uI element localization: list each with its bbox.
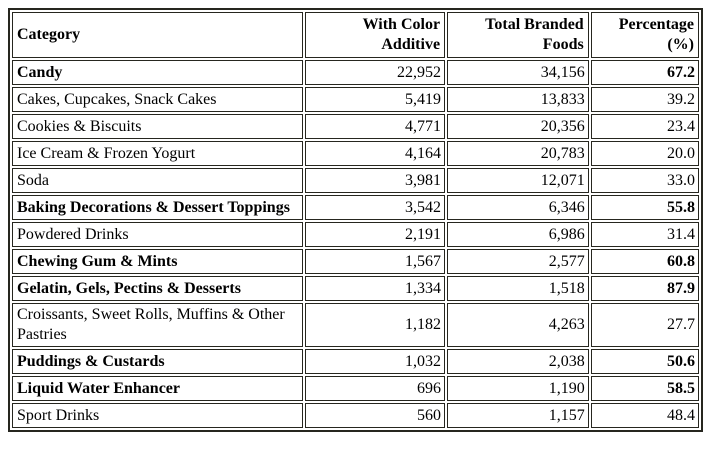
with-color-additive-cell: 560 (305, 403, 446, 428)
percentage-cell: 50.6 (590, 349, 699, 374)
table-body: Candy 22,952 34,156 67.2 Cakes, Cupcakes, Sn… (12, 60, 699, 428)
with-color-additive-cell: 3,542 (305, 195, 446, 220)
total-branded-foods-cell: 6,346 (447, 195, 589, 220)
category-cell: Liquid Water Enhancer (12, 376, 304, 401)
percentage-cell: 31.4 (590, 222, 699, 247)
percentage-cell: 55.8 (590, 195, 699, 220)
percentage-cell: 60.8 (590, 249, 699, 274)
category-cell: Sport Drinks (12, 403, 304, 428)
total-branded-foods-cell: 1,518 (447, 276, 589, 301)
header-category: Category (12, 12, 304, 58)
percentage-cell: 33.0 (590, 168, 699, 193)
color-additive-table: Category With Color Additive Total Brand… (8, 8, 703, 432)
category-cell: Cakes, Cupcakes, Snack Cakes (12, 87, 304, 112)
category-cell: Cookies & Biscuits (12, 114, 304, 139)
total-branded-foods-cell: 4,263 (447, 303, 589, 347)
percentage-cell: 20.0 (590, 141, 699, 166)
category-cell: Soda (12, 168, 304, 193)
table-row: Puddings & Custards 1,032 2,038 50.6 (12, 349, 699, 374)
table-row: Ice Cream & Frozen Yogurt 4,164 20,783 20.0 (12, 141, 699, 166)
total-branded-foods-cell: 12,071 (447, 168, 589, 193)
with-color-additive-cell: 1,182 (305, 303, 446, 347)
total-branded-foods-cell: 34,156 (447, 60, 589, 85)
with-color-additive-cell: 1,567 (305, 249, 446, 274)
total-branded-foods-cell: 1,157 (447, 403, 589, 428)
percentage-cell: 48.4 (590, 403, 699, 428)
category-cell: Gelatin, Gels, Pectins & Desserts (12, 276, 304, 301)
total-branded-foods-cell: 20,783 (447, 141, 589, 166)
header-row: Category With Color Additive Total Brand… (12, 12, 699, 58)
table-row: Cakes, Cupcakes, Snack Cakes 5,419 13,833 3… (12, 87, 699, 112)
table-header: Category With Color Additive Total Brand… (12, 12, 699, 58)
category-cell: Powdered Drinks (12, 222, 304, 247)
table-row: Chewing Gum & Mints 1,567 2,577 60.8 (12, 249, 699, 274)
total-branded-foods-cell: 20,356 (447, 114, 589, 139)
category-cell: Croissants, Sweet Rolls, Muffins & Other… (12, 303, 304, 347)
header-total-branded-foods: Total Branded Foods (447, 12, 589, 58)
with-color-additive-cell: 696 (305, 376, 446, 401)
with-color-additive-cell: 22,952 (305, 60, 446, 85)
total-branded-foods-cell: 2,038 (447, 349, 589, 374)
percentage-cell: 87.9 (590, 276, 699, 301)
with-color-additive-cell: 4,164 (305, 141, 446, 166)
percentage-cell: 39.2 (590, 87, 699, 112)
total-branded-foods-cell: 1,190 (447, 376, 589, 401)
percentage-cell: 27.7 (590, 303, 699, 347)
category-cell: Chewing Gum & Mints (12, 249, 304, 274)
total-branded-foods-cell: 6,986 (447, 222, 589, 247)
with-color-additive-cell: 1,032 (305, 349, 446, 374)
category-cell: Candy (12, 60, 304, 85)
table-row: Powdered Drinks 2,191 6,986 31.4 (12, 222, 699, 247)
table-row: Cookies & Biscuits 4,771 20,356 23.4 (12, 114, 699, 139)
category-cell: Puddings & Custards (12, 349, 304, 374)
table-row: Soda 3,981 12,071 33.0 (12, 168, 699, 193)
percentage-cell: 23.4 (590, 114, 699, 139)
with-color-additive-cell: 3,981 (305, 168, 446, 193)
table-row: Candy 22,952 34,156 67.2 (12, 60, 699, 85)
table-row: Baking Decorations & Dessert Toppings 3,5… (12, 195, 699, 220)
with-color-additive-cell: 5,419 (305, 87, 446, 112)
category-cell: Ice Cream & Frozen Yogurt (12, 141, 304, 166)
total-branded-foods-cell: 2,577 (447, 249, 589, 274)
table-row: Sport Drinks 560 1,157 48.4 (12, 403, 699, 428)
percentage-cell: 67.2 (590, 60, 699, 85)
table-row: Liquid Water Enhancer 696 1,190 58.5 (12, 376, 699, 401)
table-row: Gelatin, Gels, Pectins & Desserts 1,334 1,… (12, 276, 699, 301)
with-color-additive-cell: 2,191 (305, 222, 446, 247)
table-row: Croissants, Sweet Rolls, Muffins & Other… (12, 303, 699, 347)
with-color-additive-cell: 4,771 (305, 114, 446, 139)
header-with-color-additive: With Color Additive (305, 12, 446, 58)
category-cell: Baking Decorations & Dessert Toppings (12, 195, 304, 220)
total-branded-foods-cell: 13,833 (447, 87, 589, 112)
with-color-additive-cell: 1,334 (305, 276, 446, 301)
percentage-cell: 58.5 (590, 376, 699, 401)
header-percentage: Percentage (%) (590, 12, 699, 58)
